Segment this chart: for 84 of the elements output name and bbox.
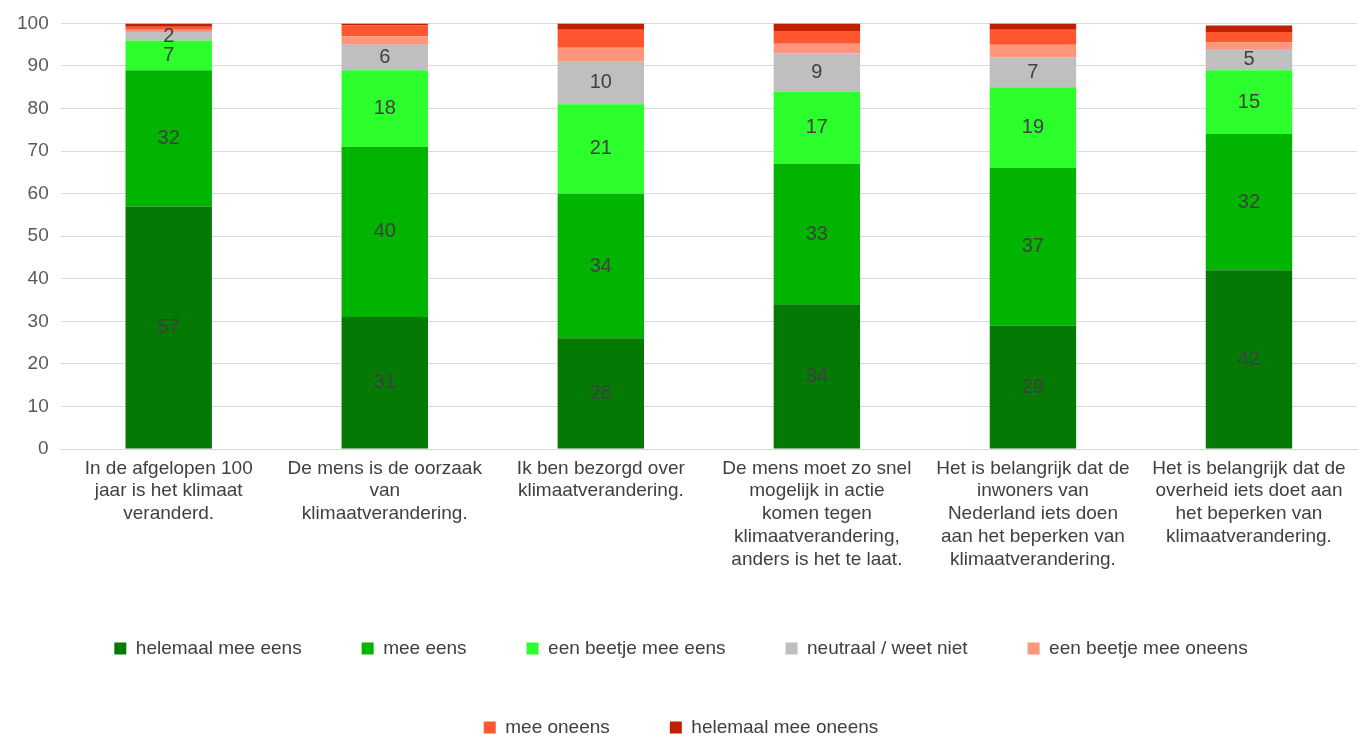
bar <box>773 304 861 449</box>
x-tick-label: Het is belangrijk dat de inwoners van Nederland iets doen aan het beperken van klimaatverandering. <box>936 456 1130 569</box>
bar <box>557 104 645 194</box>
bar <box>557 61 645 105</box>
legend-label: mee eens <box>383 636 467 658</box>
bar <box>1205 70 1293 135</box>
bar <box>341 70 428 147</box>
data-label: 19 <box>1021 115 1045 138</box>
data-label: 5 <box>1243 47 1255 70</box>
bar <box>1205 48 1293 71</box>
data-label: 37 <box>1021 234 1045 257</box>
bar <box>125 70 212 207</box>
data-label: 42 <box>1237 346 1261 369</box>
data-label: 10 <box>589 70 612 93</box>
y-tick-label: 60 <box>27 181 49 203</box>
legend-label: een beetje mee oneens <box>1049 636 1248 658</box>
x-tick-label: Het is belangrijk dat de overheid iets doet aan het beperken van klimaatverandering. <box>1152 456 1346 547</box>
y-tick-label: 40 <box>27 266 49 288</box>
legend-label: helemaal mee eens <box>135 636 302 658</box>
data-label: 15 <box>1237 89 1261 112</box>
bar <box>341 25 428 37</box>
bar <box>1205 25 1293 32</box>
bar <box>341 317 428 449</box>
bar <box>989 29 1077 45</box>
y-tick-label: 0 <box>38 437 49 459</box>
legend-label: neutraal / weet niet <box>807 636 969 658</box>
bar <box>341 36 428 45</box>
bar <box>989 168 1077 326</box>
bar <box>773 31 861 44</box>
y-tick-label: 10 <box>27 394 49 416</box>
bar <box>125 40 212 71</box>
bar <box>989 23 1077 30</box>
x-tick-label: De mens moet zo snel mogelijk in actie komen tegen klimaatverandering, anders is het te laat. <box>722 456 912 569</box>
data-label: 33 <box>805 221 828 244</box>
bar <box>1205 270 1293 449</box>
bar <box>773 23 861 32</box>
data-label: 21 <box>589 136 612 159</box>
data-label: 32 <box>157 125 180 148</box>
bar <box>557 23 645 30</box>
y-tick-label: 80 <box>27 96 49 118</box>
y-tick-label: 50 <box>27 224 49 246</box>
bar <box>341 44 428 71</box>
bar <box>1205 42 1293 49</box>
bar <box>989 325 1077 449</box>
legend-label: helemaal mee oneens <box>691 715 879 737</box>
data-label: 6 <box>379 44 391 67</box>
bar <box>773 91 861 164</box>
bar <box>557 338 645 449</box>
bar <box>989 44 1077 58</box>
bar <box>1205 31 1293 43</box>
bar <box>557 29 645 48</box>
x-tick-label: Ik ben bezorgd over klimaatverandering. <box>516 456 686 501</box>
data-label: 18 <box>373 96 396 119</box>
bar <box>341 23 428 26</box>
bar <box>125 206 212 449</box>
bar <box>773 53 861 92</box>
x-tick-label: In de afgelopen 100 jaar is het klimaat veranderd. <box>84 456 253 524</box>
data-label: 26 <box>589 380 612 403</box>
bar <box>773 43 861 54</box>
y-tick-label: 30 <box>27 309 49 331</box>
data-label: 34 <box>805 363 828 386</box>
legend-label: mee oneens <box>505 715 610 737</box>
bar <box>341 146 428 318</box>
data-label: 40 <box>373 219 396 242</box>
data-label: 57 <box>157 314 180 337</box>
data-label: 7 <box>1027 59 1039 82</box>
bar <box>989 57 1077 88</box>
bar <box>557 193 645 339</box>
y-tick-label: 90 <box>27 54 49 76</box>
data-label: 32 <box>1237 189 1261 212</box>
y-tick-label: 100 <box>17 11 49 33</box>
bar <box>557 47 645 62</box>
bar <box>773 163 861 305</box>
data-label: 34 <box>589 253 612 276</box>
x-tick-label: De mens is de oorzaak van klimaatverandering. <box>287 456 483 524</box>
legend-label: een beetje mee eens <box>548 636 726 658</box>
data-label: 29 <box>1021 374 1045 397</box>
y-tick-label: 70 <box>27 139 49 161</box>
y-tick-label: 20 <box>27 352 49 374</box>
bar <box>1205 134 1293 271</box>
data-label: 9 <box>811 59 823 82</box>
data-label: 31 <box>373 370 396 393</box>
data-label: 17 <box>805 115 828 138</box>
bar <box>989 87 1077 169</box>
